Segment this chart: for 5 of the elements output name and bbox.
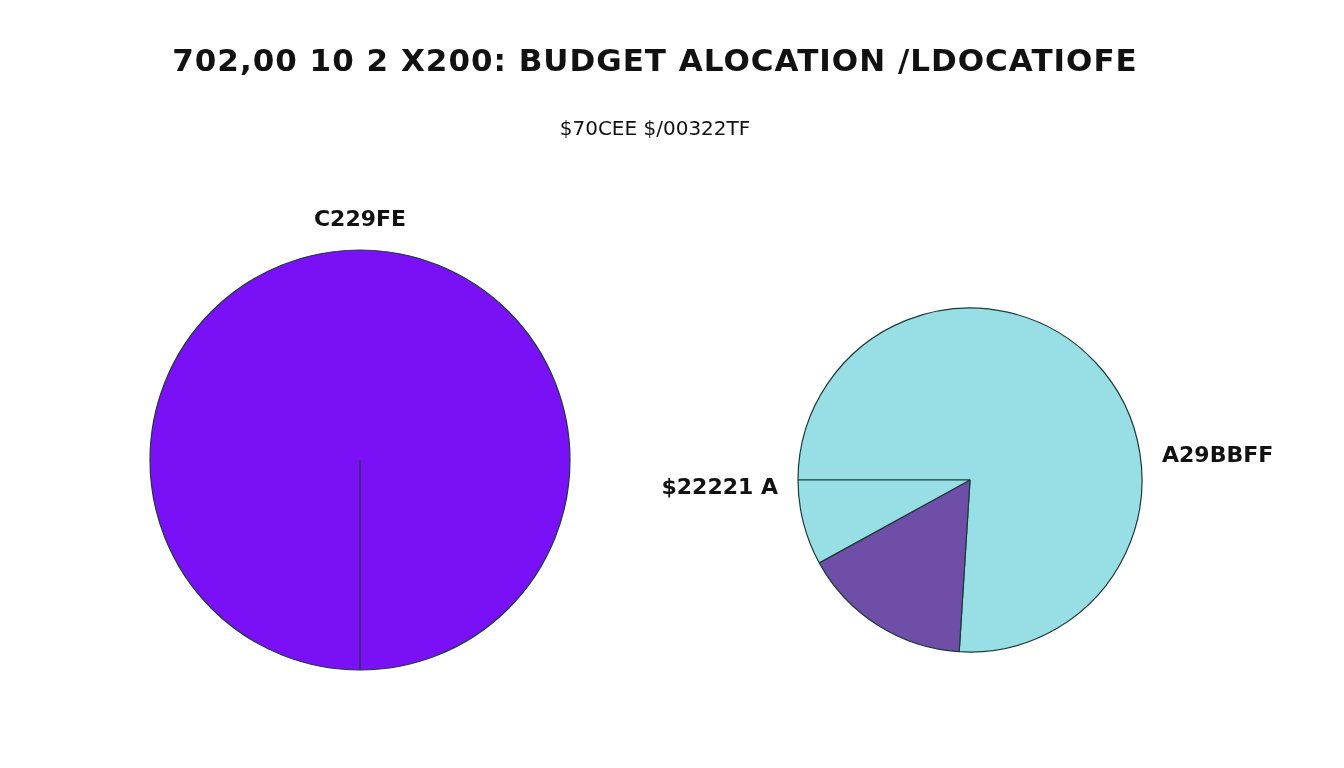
- text: 702,00 10 2 X200: BUDGET ALOCATION /LDOCATIOFE: [171, 42, 1139, 78]
- slice-label: C229FE: [313, 205, 407, 231]
- text: $70CEE $/00322TF: [558, 116, 752, 140]
- slice-label: $22221 A: [661, 474, 778, 500]
- slice-label: A29BBFF: [1162, 442, 1274, 468]
